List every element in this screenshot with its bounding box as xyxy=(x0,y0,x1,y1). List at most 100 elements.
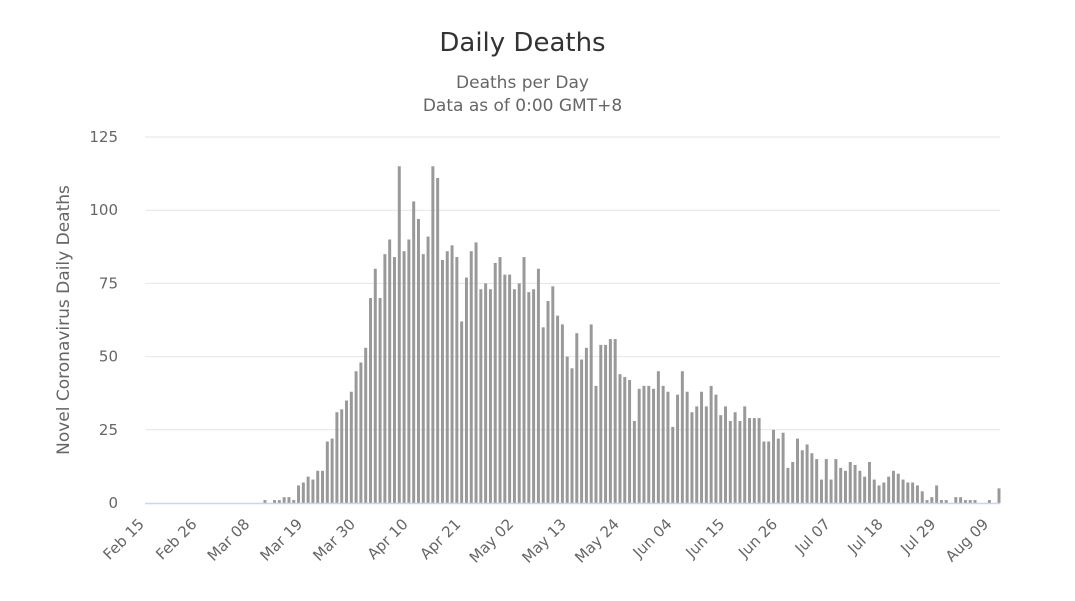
bar[interactable] xyxy=(373,268,377,503)
bar[interactable] xyxy=(791,462,795,503)
bar[interactable] xyxy=(335,412,339,503)
bar[interactable] xyxy=(743,406,747,503)
bar[interactable] xyxy=(728,421,732,503)
bar[interactable] xyxy=(997,488,1001,503)
bar[interactable] xyxy=(695,406,699,503)
bar[interactable] xyxy=(709,385,713,503)
bar[interactable] xyxy=(565,356,569,503)
bar[interactable] xyxy=(781,432,785,503)
bar[interactable] xyxy=(589,324,593,503)
bar[interactable] xyxy=(330,438,334,503)
bar[interactable] xyxy=(882,482,886,503)
bar[interactable] xyxy=(431,166,435,503)
bar[interactable] xyxy=(738,421,742,503)
bar[interactable] xyxy=(733,412,737,503)
bar[interactable] xyxy=(599,344,603,503)
bar[interactable] xyxy=(450,245,454,503)
bar[interactable] xyxy=(508,274,512,503)
bar[interactable] xyxy=(757,418,761,503)
bar[interactable] xyxy=(541,327,545,503)
bar[interactable] xyxy=(354,371,358,503)
bar[interactable] xyxy=(887,476,891,503)
bar[interactable] xyxy=(407,239,411,504)
bar[interactable] xyxy=(301,482,305,503)
bar[interactable] xyxy=(920,491,924,503)
bar[interactable] xyxy=(594,385,598,503)
bar[interactable] xyxy=(647,385,651,503)
bar[interactable] xyxy=(666,391,670,503)
bar[interactable] xyxy=(623,377,627,503)
bar[interactable] xyxy=(911,482,915,503)
bar[interactable] xyxy=(416,218,420,503)
bar[interactable] xyxy=(311,479,315,503)
bar[interactable] xyxy=(532,289,536,503)
bar[interactable] xyxy=(805,444,809,503)
bar[interactable] xyxy=(690,412,694,503)
bar[interactable] xyxy=(556,315,560,503)
bar[interactable] xyxy=(297,485,301,503)
bar[interactable] xyxy=(935,485,939,503)
bar[interactable] xyxy=(776,438,780,503)
bar[interactable] xyxy=(316,470,320,503)
bar[interactable] xyxy=(397,166,401,503)
bar[interactable] xyxy=(349,391,353,503)
bar[interactable] xyxy=(843,470,847,503)
bar[interactable] xyxy=(536,268,540,503)
bar[interactable] xyxy=(560,324,564,503)
bar[interactable] xyxy=(613,339,617,503)
bar[interactable] xyxy=(987,500,991,503)
bar[interactable] xyxy=(340,409,344,503)
bar[interactable] xyxy=(810,453,814,503)
bar[interactable] xyxy=(277,500,281,503)
bar[interactable] xyxy=(824,459,828,503)
bar[interactable] xyxy=(273,500,277,503)
bar[interactable] xyxy=(455,257,459,503)
bar[interactable] xyxy=(800,450,804,503)
bar[interactable] xyxy=(829,479,833,503)
bar[interactable] xyxy=(527,292,531,503)
bar[interactable] xyxy=(522,257,526,503)
bar[interactable] xyxy=(685,391,689,503)
bar[interactable] xyxy=(469,251,473,503)
bar[interactable] xyxy=(608,339,612,503)
bar[interactable] xyxy=(426,236,430,503)
bar[interactable] xyxy=(383,254,387,503)
bar[interactable] xyxy=(551,286,555,503)
bar[interactable] xyxy=(661,385,665,503)
bar[interactable] xyxy=(872,479,876,503)
bar[interactable] xyxy=(637,388,641,503)
bar[interactable] xyxy=(700,391,704,503)
bar[interactable] xyxy=(901,479,905,503)
bar[interactable] xyxy=(388,239,392,504)
bar[interactable] xyxy=(714,394,718,503)
bar[interactable] xyxy=(321,470,325,503)
bar[interactable] xyxy=(604,344,608,503)
bar[interactable] xyxy=(440,259,444,503)
bar[interactable] xyxy=(915,485,919,503)
bar[interactable] xyxy=(474,242,478,503)
bar[interactable] xyxy=(896,473,900,503)
bar[interactable] xyxy=(680,371,684,503)
bar[interactable] xyxy=(364,347,368,503)
bar[interactable] xyxy=(282,497,286,503)
bar[interactable] xyxy=(752,418,756,503)
bar[interactable] xyxy=(762,441,766,503)
bar[interactable] xyxy=(628,380,632,503)
bar[interactable] xyxy=(848,462,852,503)
bar[interactable] xyxy=(959,497,963,503)
bar[interactable] xyxy=(867,462,871,503)
bar[interactable] xyxy=(767,441,771,503)
bar[interactable] xyxy=(464,277,468,503)
bar[interactable] xyxy=(671,426,675,503)
bar[interactable] xyxy=(570,368,574,503)
bar[interactable] xyxy=(815,459,819,503)
bar[interactable] xyxy=(292,500,296,503)
bar[interactable] xyxy=(517,283,521,503)
bar[interactable] xyxy=(786,467,790,503)
bar[interactable] xyxy=(954,497,958,503)
bar[interactable] xyxy=(287,497,291,503)
bar[interactable] xyxy=(944,500,948,503)
bar[interactable] xyxy=(863,476,867,503)
bar[interactable] xyxy=(618,374,622,503)
bar[interactable] xyxy=(402,251,406,503)
